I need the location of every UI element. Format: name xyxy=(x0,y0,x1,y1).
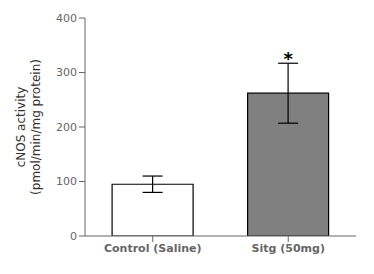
svg-text:Control (Saline): Control (Saline) xyxy=(104,242,202,255)
svg-text:0: 0 xyxy=(70,230,77,243)
svg-text:*: * xyxy=(284,48,294,69)
svg-text:200: 200 xyxy=(56,121,77,134)
svg-text:400: 400 xyxy=(56,12,77,25)
svg-text:100: 100 xyxy=(56,175,77,188)
svg-text:cNOS activity(pmol/min/mg prot: cNOS activity(pmol/min/mg protein) xyxy=(14,59,43,195)
svg-text:300: 300 xyxy=(56,66,77,79)
svg-text:Sitg (50mg): Sitg (50mg) xyxy=(252,242,325,255)
